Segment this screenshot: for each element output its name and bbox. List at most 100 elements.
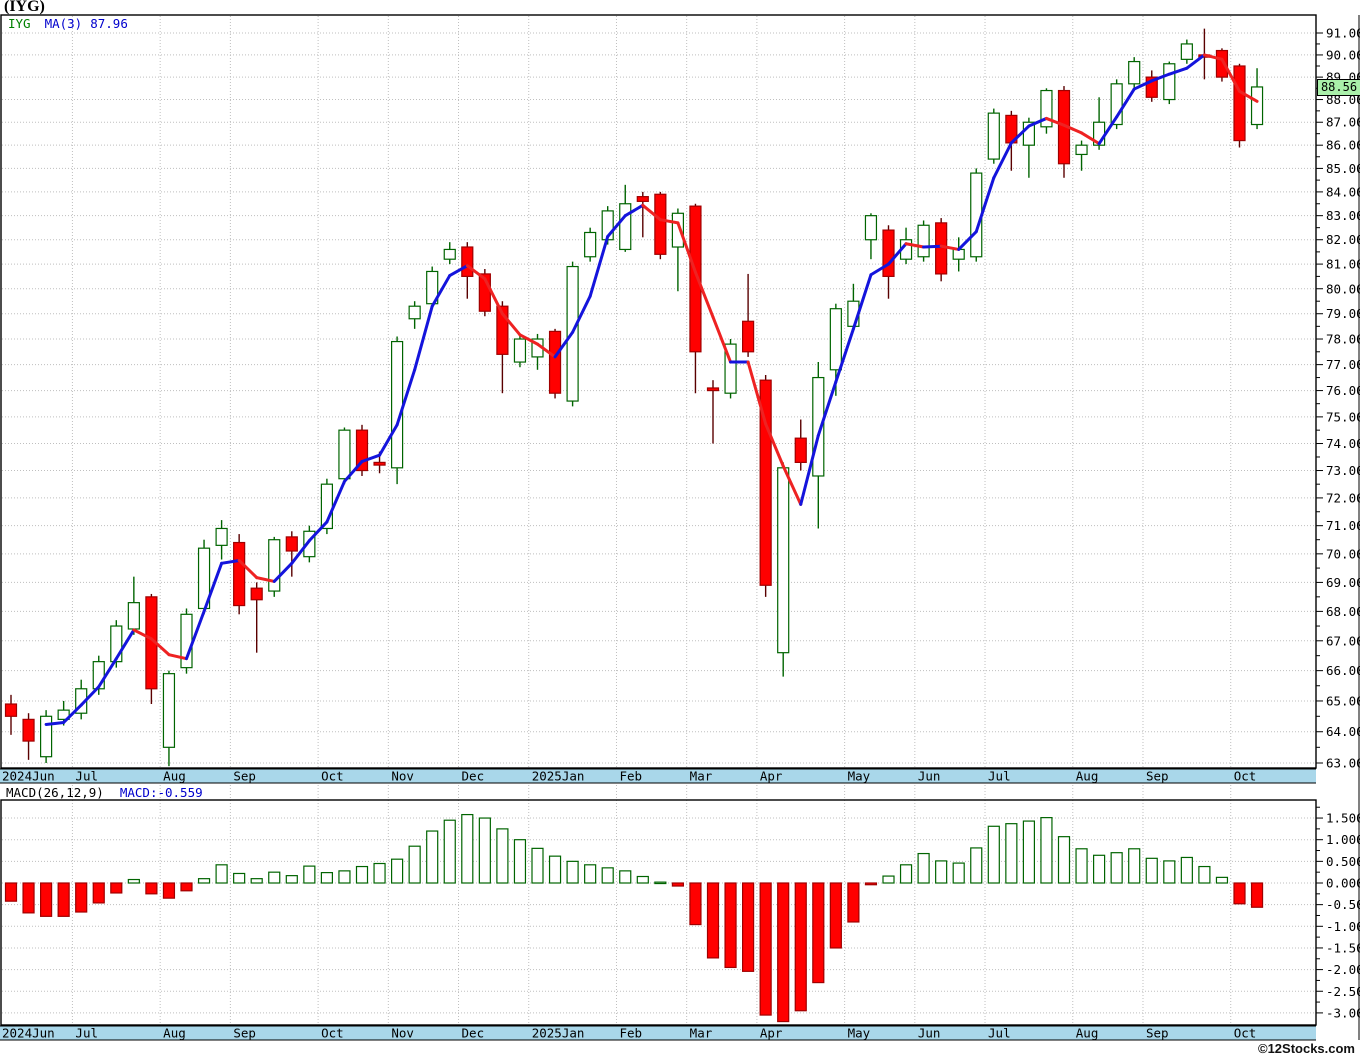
ma-line-segment — [536, 342, 557, 359]
legend-symbol: IYG — [8, 16, 31, 31]
macd-bar-positive — [1005, 823, 1018, 884]
price-panel-frame — [0, 14, 1317, 769]
candlestick-up — [829, 308, 842, 371]
ma-line-segment — [1132, 79, 1154, 91]
macd-bar-positive — [899, 864, 913, 884]
candlestick-up — [215, 527, 228, 546]
macd-bar-positive — [320, 872, 333, 884]
macd-bar-positive — [338, 870, 351, 884]
macd-axis-label: 0.000 — [1326, 876, 1360, 891]
price-axis-label: 85.00 — [1326, 161, 1360, 176]
macd-bar-positive — [496, 828, 509, 884]
x-axis-month-label: Feb — [619, 769, 642, 784]
price-axis-label: 90.00 — [1326, 47, 1360, 62]
price-axis-label: 79.00 — [1326, 306, 1360, 321]
macd-bar-positive — [531, 847, 544, 884]
candlestick-down — [759, 379, 772, 586]
x-axis-month-label: Dec — [462, 1026, 485, 1041]
candlestick-up — [1163, 63, 1176, 101]
x-axis-month-label: Sep — [1146, 769, 1169, 784]
price-axis-label: 74.00 — [1326, 436, 1360, 451]
candlestick-up — [110, 625, 123, 663]
ma-line-segment — [1150, 72, 1171, 83]
price-axis-label: 65.00 — [1326, 693, 1360, 708]
candlestick-up — [1075, 144, 1088, 156]
ma-line-segment — [114, 628, 136, 661]
macd-axis-label: -3.000 — [1326, 1005, 1360, 1020]
macd-bar-positive — [127, 878, 140, 884]
x-axis-month-label: 2024Jun — [2, 769, 55, 784]
ma-line-segment — [1115, 87, 1136, 119]
macd-bar-positive — [1163, 860, 1176, 884]
macd-bar-negative — [724, 882, 737, 969]
candlestick-up — [338, 429, 351, 480]
ma-line-segment — [430, 274, 452, 308]
x-axis-month-label: Feb — [619, 1026, 642, 1041]
candlestick-down — [654, 193, 667, 255]
last-price-badge: 88.56 — [1317, 79, 1360, 96]
macd-bar-positive — [1075, 848, 1088, 884]
month-label-bar — [0, 769, 1316, 783]
candlestick-up — [408, 305, 421, 320]
ma-line-segment — [360, 453, 382, 463]
macd-bar-positive — [882, 875, 895, 884]
ma-line-segment — [992, 141, 1013, 180]
macd-axis-label: -2.000 — [1326, 962, 1360, 977]
ma-line-segment — [1080, 131, 1101, 146]
x-axis-month-label: 2025Jan — [532, 1026, 585, 1041]
macd-bar-positive — [391, 858, 404, 884]
candlestick-up — [39, 715, 53, 758]
macd-bar-positive — [1128, 848, 1141, 884]
macd-bar-positive — [285, 875, 298, 884]
ma-line-segment — [1202, 53, 1224, 61]
price-axis-label: 64.00 — [1326, 724, 1360, 739]
ma-line-segment — [764, 422, 785, 468]
ma-line-segment — [974, 176, 996, 234]
candlestick-down — [1233, 65, 1246, 142]
ma-line-segment — [1220, 57, 1241, 93]
candlestick-up — [513, 338, 527, 363]
macd-bar-positive — [1180, 856, 1193, 884]
candlestick-up — [1180, 43, 1193, 60]
legend-ma-value: 87.96 — [90, 16, 128, 31]
price-axis-label: 69.00 — [1326, 575, 1360, 590]
macd-bar-negative — [92, 882, 105, 904]
macd-bar-negative — [162, 882, 176, 899]
x-axis-month-label: Jul — [75, 1026, 98, 1041]
macd-bar-positive — [250, 878, 263, 884]
ma-line-segment — [220, 558, 241, 565]
macd-axis-label: -0.500 — [1326, 897, 1360, 912]
ma-line-segment — [606, 214, 627, 239]
candlestick-down — [250, 587, 263, 601]
x-axis-month-label: Jul — [988, 769, 1011, 784]
ma-line-segment — [1062, 123, 1084, 135]
ma-line-segment — [1238, 89, 1259, 103]
macd-bar-positive — [478, 817, 491, 884]
macd-axis-label: 1.500 — [1326, 811, 1360, 826]
macd-bar-negative — [741, 882, 755, 972]
ma-line-segment — [167, 653, 188, 661]
ma-line-segment — [571, 294, 592, 334]
candlestick-up — [812, 376, 825, 477]
chart-title: (IYG) — [4, 0, 45, 15]
ma-line-segment — [79, 685, 101, 707]
macd-axis-label: -1.000 — [1326, 919, 1360, 934]
ma-line-segment — [781, 464, 803, 506]
macd-bar-negative — [180, 882, 193, 892]
candlestick-down — [233, 541, 246, 607]
ma-line-segment — [957, 230, 978, 251]
macd-bar-positive — [1022, 820, 1036, 884]
ma-line-segment — [1009, 124, 1031, 145]
x-axis-month-label: Jul — [988, 1026, 1011, 1041]
ma-line-segment — [44, 720, 66, 727]
macd-bar-negative — [75, 882, 88, 913]
x-axis-month-label: Oct — [321, 769, 344, 784]
ma-line-segment — [237, 558, 259, 580]
macd-bar-positive — [619, 870, 632, 884]
ma-line-segment — [676, 221, 697, 274]
candlestick-down — [1215, 49, 1229, 78]
macd-bar-positive — [268, 871, 281, 884]
ma-line-segment — [342, 459, 364, 483]
